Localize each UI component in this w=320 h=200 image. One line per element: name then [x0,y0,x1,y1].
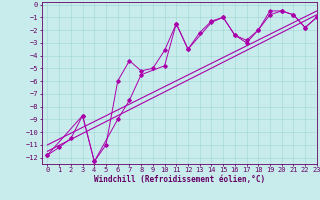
X-axis label: Windchill (Refroidissement éolien,°C): Windchill (Refroidissement éolien,°C) [94,175,265,184]
